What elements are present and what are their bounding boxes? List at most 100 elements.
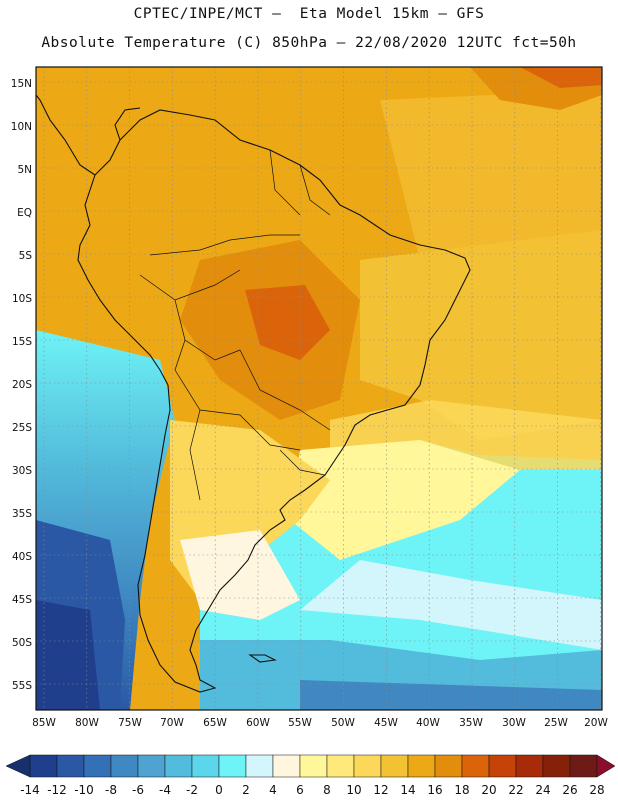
colorbar-label: 4: [269, 783, 277, 797]
border-outline-4: [174, 339, 301, 451]
colorbar-high-arrow: [596, 754, 616, 778]
caribbean-hottest-patch: [520, 67, 602, 88]
colorbar-swatch: [56, 754, 85, 778]
lon-label: 85W: [32, 717, 56, 729]
colorbar-swatch: [137, 754, 166, 778]
south-atlantic-mild-tongue: [330, 400, 602, 500]
chart-title-line1: CPTEC/INPE/MCT – Eta Model 15km – GFS: [133, 6, 485, 22]
colorbar-label: 12: [373, 783, 388, 797]
colorbar-label: 0: [215, 783, 223, 797]
colorbar-label: 8: [323, 783, 331, 797]
lon-label: 55W: [288, 717, 312, 729]
colorbar-label: -2: [186, 783, 198, 797]
lon-label: 65W: [203, 717, 227, 729]
colorbar-label: 26: [562, 783, 577, 797]
south-america-coastline: [35, 94, 471, 693]
colorbar-label: 10: [346, 783, 361, 797]
lon-label: 40W: [416, 717, 440, 729]
pacific-coldest-core: [36, 600, 100, 710]
lon-label: 25W: [544, 717, 568, 729]
lat-label: 5N: [17, 164, 32, 176]
falkland-islands: [248, 654, 277, 663]
colorbar-label: 6: [296, 783, 304, 797]
patagonia-pale-zone: [180, 530, 300, 620]
lat-label: 35S: [12, 508, 32, 520]
lon-label: 60W: [246, 717, 270, 729]
lat-label: 40S: [12, 551, 32, 563]
border-outline-1: [149, 234, 300, 256]
lat-label: 55S: [12, 680, 32, 692]
lon-label: 70W: [160, 717, 184, 729]
lon-label: 45W: [374, 717, 398, 729]
colorbar-label: -4: [159, 783, 171, 797]
colorbar-label: 2: [242, 783, 250, 797]
colorbar-swatch: [488, 754, 517, 778]
latitude-labels: 15N 10N 5N EQ 5S 10S 15S 20S 25S 30S 35S…: [11, 78, 33, 692]
lat-label: 10S: [12, 293, 32, 305]
colorbar-swatch: [272, 754, 301, 778]
colorbar-swatch: [218, 754, 247, 778]
colorbar-swatch: [569, 754, 598, 778]
colorbar-swatch: [515, 754, 544, 778]
gridlines: [36, 67, 602, 710]
colorbar-label: 16: [427, 783, 442, 797]
south-atlantic-pale-band: [300, 560, 602, 650]
lat-label: 25S: [12, 422, 32, 434]
central-america-outline: [35, 94, 96, 176]
colorbar-swatch: [407, 754, 436, 778]
colorbar-label: 18: [454, 783, 469, 797]
southern-ocean-cold: [300, 680, 602, 710]
colorbar-swatch: [110, 754, 139, 778]
lon-label: 35W: [459, 717, 483, 729]
border-outline-9: [299, 164, 331, 216]
country-borders: [139, 149, 331, 501]
colorbar-swatch: [299, 754, 328, 778]
lat-label: 15N: [11, 78, 32, 90]
atlantic-tropical-band: [380, 90, 602, 260]
colorbar-swatch: [164, 754, 193, 778]
interior-hot-core: [245, 285, 330, 360]
colorbar-swatch: [542, 754, 571, 778]
colorbar-swatch: [326, 754, 355, 778]
colorbar-label: -12: [47, 783, 67, 797]
border-outline-5: [239, 349, 331, 431]
colorbar-label: 28: [589, 783, 604, 797]
lat-label: 10N: [11, 121, 32, 133]
lon-label: 50W: [331, 717, 355, 729]
colorbar-swatch: [461, 754, 490, 778]
border-outline-2: [139, 269, 241, 301]
colorbar-label: 14: [400, 783, 415, 797]
lat-label: 20S: [12, 379, 32, 391]
lat-label: EQ: [17, 207, 32, 219]
south-atlantic-light-tongue: [290, 440, 520, 560]
lon-label: 20W: [584, 717, 608, 729]
colorbar-swatch: [245, 754, 274, 778]
colorbar-label: -6: [132, 783, 144, 797]
colorbar-swatch: [29, 754, 58, 778]
colorbar-label: -8: [105, 783, 117, 797]
chart-title-line2: Absolute Temperature (C) 850hPa – 22/08/…: [41, 35, 577, 51]
colorbar: [5, 754, 616, 778]
lat-label: 45S: [12, 594, 32, 606]
colorbar-label: -10: [74, 783, 94, 797]
map-frame: [35, 66, 603, 711]
lon-label: 30W: [502, 717, 526, 729]
colorbar-swatch: [83, 754, 112, 778]
colorbar-low-arrow: [5, 754, 31, 778]
border-outline-3: [174, 299, 241, 361]
colorbar-label: 24: [535, 783, 550, 797]
continent-outline: [77, 109, 471, 693]
temperature-field: [36, 67, 602, 710]
colorbar-label: 22: [508, 783, 523, 797]
caribbean-coast-outline: [114, 107, 141, 141]
border-outline-8: [269, 149, 301, 216]
colorbar-swatch: [353, 754, 382, 778]
atlantic-warm-band: [360, 230, 602, 440]
colorbar-swatch: [434, 754, 463, 778]
border-outline-6: [189, 409, 201, 501]
colorbar-label: -14: [20, 783, 40, 797]
colorbar-swatch: [380, 754, 409, 778]
lon-label: 75W: [118, 717, 142, 729]
lat-label: 5S: [19, 250, 33, 262]
